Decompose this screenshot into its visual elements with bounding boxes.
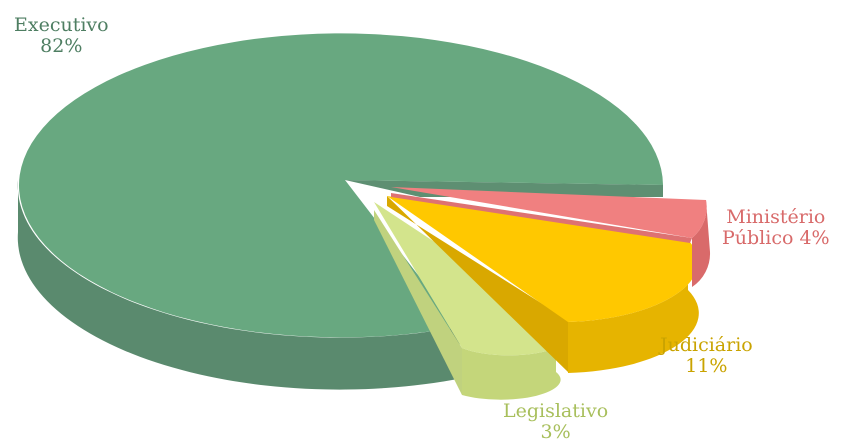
label-judiciario-value: 11% <box>685 355 728 377</box>
label-ministerio: Ministério Público 4% <box>722 207 830 249</box>
label-legislativo-name: Legislativo <box>503 400 609 422</box>
slice-judiciario-front <box>568 240 699 373</box>
slice-ministerio <box>391 187 707 238</box>
label-judiciario-name: Judiciário <box>660 334 753 356</box>
label-executivo-value: 82% <box>40 35 83 57</box>
slice-judiciario <box>387 196 698 322</box>
slice-legislativo-front <box>462 322 571 400</box>
slice-executivo-inner <box>345 180 663 197</box>
slice-legislativo-side <box>374 210 462 395</box>
slice-executivo <box>19 33 663 338</box>
slice-ministerio-edge <box>391 193 692 243</box>
slice-executivo-side <box>17 180 463 390</box>
label-judiciario: Judiciário 11% <box>660 335 753 377</box>
label-ministerio-line1: Ministério <box>726 206 826 228</box>
label-executivo: Executivo 82% <box>14 15 109 57</box>
label-legislativo: Legislativo 3% <box>503 401 608 443</box>
slice-ministerio-front <box>692 200 711 287</box>
label-ministerio-line2: Público 4% <box>722 227 830 249</box>
slice-judiciario-side <box>387 196 568 372</box>
label-legislativo-value: 3% <box>540 421 571 443</box>
label-executivo-name: Executivo <box>14 14 109 36</box>
